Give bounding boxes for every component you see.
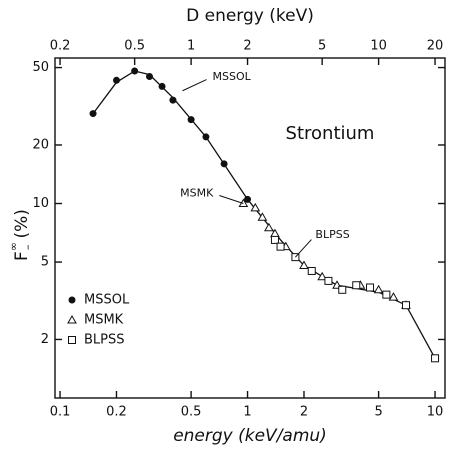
point — [431, 354, 440, 363]
legend-label: MSSOL — [84, 293, 130, 308]
annotation: MSMK — [180, 187, 214, 200]
x-tick-label: 0.5 — [181, 405, 202, 420]
point — [169, 96, 177, 104]
point — [299, 260, 309, 270]
point — [270, 235, 279, 244]
point — [250, 202, 261, 212]
point — [338, 285, 347, 294]
top-tick-label: 5 — [318, 39, 326, 54]
y-tick-label: 10 — [32, 196, 49, 211]
legend-label: MSMK — [84, 313, 124, 328]
y-label-sub: – — [21, 244, 34, 250]
point — [352, 281, 361, 290]
legend-marker — [68, 336, 76, 344]
chart-title: Strontium — [286, 123, 375, 144]
top-tick-label: 0.2 — [50, 39, 71, 54]
y-label-main: F — [12, 251, 32, 261]
annotation: MSSOL — [213, 70, 252, 83]
point — [382, 290, 391, 299]
top-tick-label: 0.5 — [124, 39, 145, 54]
x-tick-label: 5 — [374, 405, 382, 420]
x-axis-label: energy (keV/amu) — [173, 426, 327, 446]
point — [112, 76, 120, 84]
legend-marker — [68, 296, 76, 304]
x-tick-label: 0.1 — [50, 405, 71, 420]
point — [202, 133, 210, 141]
top-tick-label: 20 — [427, 39, 444, 54]
point — [366, 283, 375, 292]
point — [244, 195, 252, 203]
annotation: BLPSS — [315, 228, 349, 241]
point — [220, 160, 228, 168]
point — [373, 284, 384, 294]
annotation-leader — [182, 79, 207, 92]
x-tick-label: 0.2 — [106, 405, 127, 420]
fit-curve — [92, 70, 436, 359]
x-tick-label: 10 — [427, 405, 444, 420]
point — [146, 72, 154, 80]
y-tick-label: 50 — [32, 60, 49, 75]
y-label-sup: ∞ — [7, 242, 20, 251]
annotation-leader — [219, 195, 244, 204]
y-axis-label: F∞– (%) — [7, 209, 34, 261]
x-tick-label: 2 — [300, 405, 308, 420]
top-axis-label: D energy (keV) — [186, 6, 314, 26]
point — [264, 222, 274, 232]
y-tick-label: 20 — [32, 137, 49, 152]
point — [307, 266, 316, 275]
y-label-text: F∞– (%) — [7, 209, 34, 261]
point — [317, 271, 328, 281]
point — [89, 110, 97, 118]
top-tick-label: 2 — [243, 39, 251, 54]
legend-marker — [67, 314, 77, 324]
point — [257, 212, 268, 221]
point — [402, 301, 411, 310]
point — [131, 67, 139, 75]
plot-frame — [54, 57, 446, 399]
x-tick-label: 1 — [243, 405, 251, 420]
top-tick-label: 1 — [187, 39, 195, 54]
y-tick-label: 5 — [41, 255, 49, 270]
y-label-unit: (%) — [12, 209, 32, 238]
point — [158, 82, 166, 90]
point — [187, 116, 195, 124]
point — [324, 276, 333, 285]
point — [276, 242, 285, 251]
point — [388, 292, 399, 301]
y-tick-label: 2 — [41, 332, 49, 347]
top-tick-label: 10 — [370, 39, 387, 54]
legend-label: BLPSS — [84, 333, 125, 348]
annotation-leader — [295, 239, 312, 258]
